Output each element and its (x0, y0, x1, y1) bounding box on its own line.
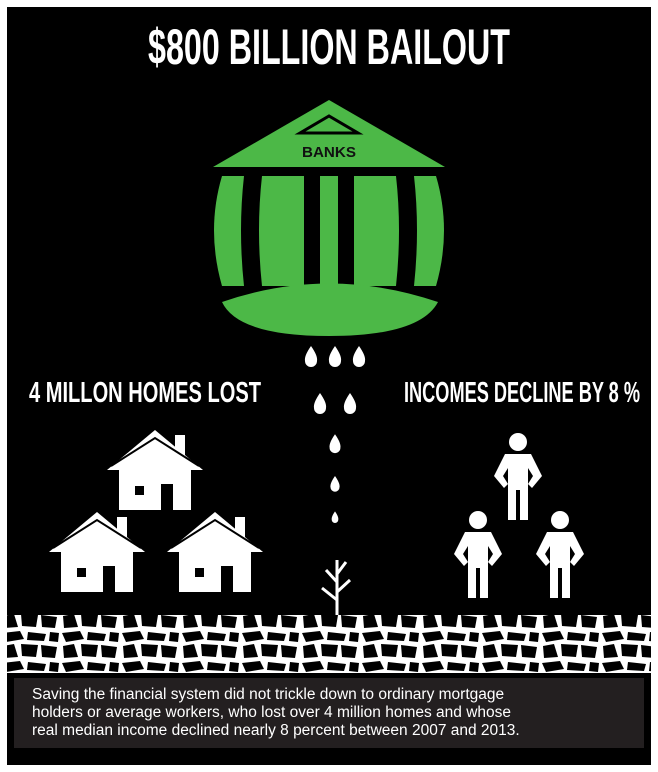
roof (49, 512, 145, 552)
door (103, 566, 115, 592)
wall (61, 548, 133, 592)
drop (331, 511, 339, 523)
roof-line (110, 436, 200, 467)
drop (329, 434, 341, 454)
chimney (175, 435, 185, 457)
chimney (117, 517, 127, 539)
house (167, 512, 263, 592)
right-heading: INCOMES DECLINE BY 8 % (404, 377, 640, 409)
people (454, 433, 584, 598)
house (49, 512, 145, 592)
wall (119, 466, 191, 510)
window (195, 568, 204, 577)
window (135, 486, 144, 495)
head (509, 433, 527, 451)
head (551, 511, 569, 529)
title: $800 BILLION BAILOUT (148, 19, 510, 75)
drop (352, 346, 366, 367)
houses (49, 430, 263, 592)
caption-box (14, 678, 644, 748)
bank-label: BANKS (302, 144, 356, 161)
body (536, 532, 584, 598)
bank-icon: BANKS (213, 100, 445, 336)
chimney (235, 517, 245, 539)
house (107, 430, 203, 510)
roof (107, 430, 203, 470)
caption-line: holders or average workers, who lost ove… (32, 704, 511, 721)
ground (7, 615, 651, 673)
sprout (321, 560, 352, 615)
roof (167, 512, 263, 552)
person (494, 433, 542, 520)
person (536, 511, 584, 598)
drop (328, 346, 342, 367)
body (494, 454, 542, 520)
drop (313, 393, 327, 414)
left-heading: 4 MILLON HOMES LOST (29, 377, 261, 409)
caption-line: Saving the financial system did not tric… (32, 686, 504, 703)
body (454, 532, 502, 598)
caption-line: real median income declined nearly 8 per… (32, 722, 520, 739)
wall (179, 548, 251, 592)
person (454, 511, 502, 598)
drop (304, 346, 318, 367)
head (469, 511, 487, 529)
door (221, 566, 233, 592)
drop (330, 476, 340, 492)
roof-line (170, 518, 260, 549)
window (77, 568, 86, 577)
roof-line (52, 518, 142, 549)
door (161, 484, 173, 510)
drop (343, 393, 357, 414)
drops (304, 346, 366, 523)
